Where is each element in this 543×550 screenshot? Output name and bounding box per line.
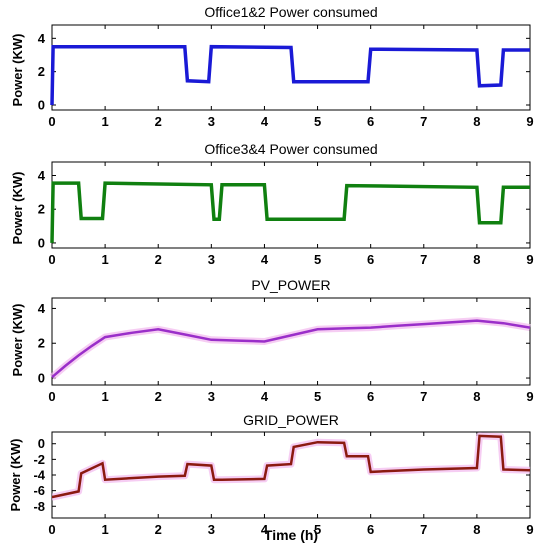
x-tick-label: 4 <box>261 252 269 267</box>
x-tick-label: 3 <box>208 114 215 129</box>
x-tick-label: 6 <box>367 522 374 537</box>
y-axis-label: Power (KW) <box>10 172 25 245</box>
x-tick-label: 9 <box>526 389 533 404</box>
y-tick-label: 0 <box>38 436 45 451</box>
x-tick-label: 1 <box>101 114 108 129</box>
x-axis-label: Time (h) <box>264 527 318 543</box>
series-halo <box>49 317 531 380</box>
y-tick-label: 4 <box>38 168 46 183</box>
x-tick-label: 1 <box>101 252 108 267</box>
x-tick-label: 5 <box>314 252 321 267</box>
panel-office12: Office1&2 Power consumed Power (KW) 0 1 2 3… <box>10 4 534 129</box>
panel-title: Office3&4 Power consumed <box>204 141 377 157</box>
x-tick-label: 2 <box>155 252 162 267</box>
y-tick-label: 0 <box>38 98 45 113</box>
axes-frame <box>51 161 531 249</box>
y-axis-label: Power (KW) <box>10 34 25 107</box>
x-tick-label: 8 <box>473 522 480 537</box>
x-tick-label: 5 <box>314 114 321 129</box>
x-tick-label: 0 <box>48 114 55 129</box>
x-tick-label: 3 <box>208 522 215 537</box>
panel-grid-power: GRID_POWER Power (KW) Time (h) 0 1 2 3 4 5 6 7 8… <box>8 412 534 543</box>
x-tick-label: 8 <box>473 389 480 404</box>
y-tick-label: 0 <box>38 371 45 386</box>
series-line <box>50 44 530 106</box>
x-tick-label: 6 <box>367 389 374 404</box>
y-tick-label: 4 <box>38 31 46 46</box>
axes-frame <box>51 297 531 386</box>
panel-office34: Office3&4 Power consumed Power (KW) 0 1 2 3… <box>10 141 534 267</box>
x-tick-label: 0 <box>48 252 55 267</box>
x-tick-label: 2 <box>155 389 162 404</box>
x-tick-label: 7 <box>420 389 427 404</box>
series-line <box>51 319 531 379</box>
series-halo <box>49 432 531 501</box>
y-tick-label: -6 <box>33 483 45 498</box>
x-tick-label: 9 <box>526 522 533 537</box>
y-tick-label: -8 <box>33 499 45 514</box>
y-tick-label: 2 <box>38 64 45 79</box>
x-tick-label: 2 <box>155 522 162 537</box>
y-tick-label: 4 <box>38 301 46 316</box>
x-tick-label: 2 <box>155 114 162 129</box>
x-tick-label: 6 <box>367 252 374 267</box>
panel-title: GRID_POWER <box>243 412 339 428</box>
y-axis-label: Power (KW) <box>10 304 25 377</box>
x-tick-label: 5 <box>314 522 321 537</box>
y-tick-label: 0 <box>38 235 45 250</box>
y-axis-label: Power (KW) <box>8 439 23 512</box>
x-tick-label: 8 <box>473 252 480 267</box>
y-tick-label: -2 <box>33 452 45 467</box>
x-tick-label: 3 <box>208 389 215 404</box>
x-tick-label: 9 <box>526 252 533 267</box>
x-tick-label: 7 <box>420 252 427 267</box>
panel-title: Office1&2 Power consumed <box>204 4 377 20</box>
x-tick-label: 0 <box>48 522 55 537</box>
x-tick-label: 4 <box>261 389 269 404</box>
y-tick-label: -4 <box>33 468 45 483</box>
x-tick-label: 7 <box>420 522 427 537</box>
x-tick-label: 1 <box>101 389 108 404</box>
panel-pv-power: PV_POWER Power (KW) 0 1 2 3 4 5 6 7 8 9 0 2 4 <box>10 277 534 404</box>
x-tick-label: 5 <box>314 389 321 404</box>
x-tick-label: 0 <box>48 389 55 404</box>
x-tick-label: 3 <box>208 252 215 267</box>
x-tick-label: 1 <box>101 522 108 537</box>
y-tick-label: 2 <box>38 336 45 351</box>
x-tick-label: 6 <box>367 114 374 129</box>
panel-title: PV_POWER <box>251 277 330 293</box>
x-tick-label: 9 <box>526 114 533 129</box>
y-tick-label: 2 <box>38 202 45 217</box>
series-line <box>52 434 531 499</box>
series-line <box>50 181 530 243</box>
x-tick-label: 8 <box>473 114 480 129</box>
x-tick-label: 4 <box>261 114 269 129</box>
x-tick-label: 4 <box>261 522 269 537</box>
x-tick-label: 7 <box>420 114 427 129</box>
